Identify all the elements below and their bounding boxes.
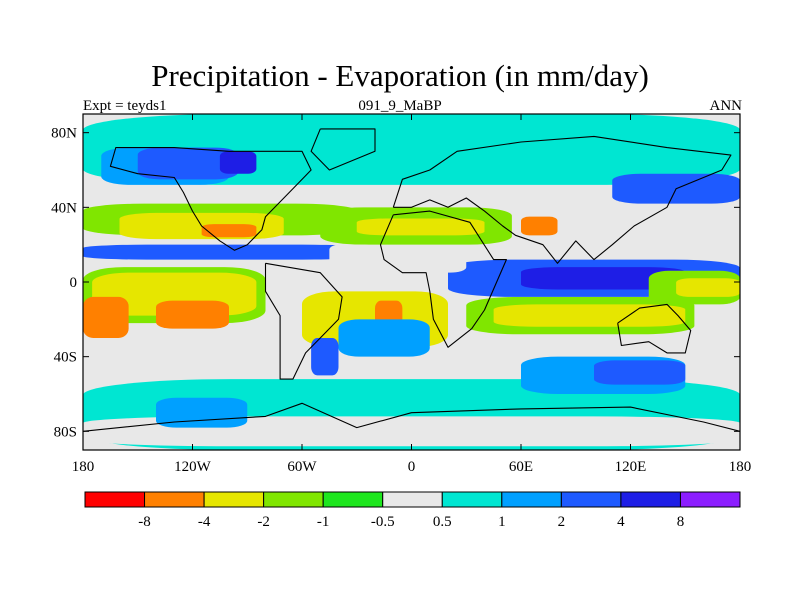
map-axes: 80N 40N 0 40S 80S 180 120W 60W 0 60E 120E 180	[51, 114, 751, 475]
contour-region-23	[356, 218, 485, 236]
contour-region-8	[201, 224, 257, 238]
lat-tick-label: 80N	[51, 126, 77, 142]
colorbar-swatch-11	[679, 491, 741, 508]
lat-tick-label: 40N	[51, 200, 77, 216]
lon-tick-label: 0	[408, 459, 416, 475]
colorbar-swatch-6	[382, 491, 443, 508]
contour-region-29	[338, 319, 430, 357]
chart-title: Precipitation - Evaporation (in mm/day)	[151, 58, 649, 93]
colorbar-swatch-9	[560, 491, 622, 508]
colorbar-label: 2	[558, 514, 566, 530]
contour-region-4	[137, 147, 239, 180]
coastline-1	[109, 147, 312, 251]
colorbar-swatch-7	[441, 491, 503, 508]
contour-region-5	[219, 151, 257, 174]
contour-region-19	[521, 267, 686, 290]
coastline-3	[379, 210, 507, 348]
colorbar: -8 -4 -2 -1 -0.5 0.5 1 2 4 8	[84, 491, 741, 530]
colorbar-label: -8	[138, 514, 151, 530]
coastline-6	[310, 128, 376, 171]
contour-region-31	[594, 360, 686, 385]
colorbar-label: -4	[198, 514, 211, 530]
coastline-4	[392, 135, 732, 264]
colorbar-swatch-5	[322, 491, 384, 508]
lat-tick-label: 0	[70, 275, 78, 291]
experiment-label: Expt = teyds1	[83, 98, 167, 114]
colorbar-swatch-4	[263, 491, 324, 508]
lon-tick-label: 60E	[509, 459, 533, 475]
lon-tick-label: 120E	[615, 459, 647, 475]
lat-tick-label: 80S	[54, 424, 77, 440]
lon-tick-label: 60W	[287, 459, 317, 475]
contour-region-27	[393, 248, 467, 273]
colorbar-label: 8	[677, 514, 685, 530]
colorbar-label: -0.5	[371, 514, 395, 530]
colorbar-swatch-2	[144, 491, 205, 508]
contour-region-26	[329, 244, 375, 268]
contour-region-21	[676, 278, 740, 297]
colorbar-label: 4	[617, 514, 625, 530]
season-label: ANN	[709, 98, 743, 114]
colorbar-swatch-8	[501, 491, 562, 508]
colorbar-label: 0.5	[433, 514, 452, 530]
colorbar-label: -2	[257, 514, 270, 530]
lat-tick-label: 40S	[54, 350, 77, 366]
lon-tick-label: 180	[72, 459, 95, 475]
contour-region-33	[156, 397, 248, 428]
colorbar-swatch-10	[620, 491, 681, 508]
contour-region-13	[83, 296, 129, 338]
contour-region-9	[83, 244, 366, 260]
contour-region-17	[493, 304, 686, 327]
lon-tick-label: 180	[729, 459, 752, 475]
coastline-5	[617, 303, 692, 354]
coastline-7	[83, 402, 740, 432]
colorbar-label: -1	[317, 514, 330, 530]
map-content	[83, 114, 740, 450]
contour-region-32	[83, 416, 740, 447]
colorbar-swatch-1	[84, 491, 146, 508]
colorbar-label: 1	[498, 514, 506, 530]
lon-tick-label: 120W	[174, 459, 212, 475]
contour-region-24	[521, 216, 558, 236]
contour-region-12	[156, 300, 229, 329]
colorbar-swatch-3	[203, 491, 265, 508]
period-label: 091_9_MaBP	[358, 98, 442, 114]
coastline-2	[264, 262, 343, 380]
contour-region-28	[311, 338, 339, 376]
coastlines	[83, 128, 740, 432]
